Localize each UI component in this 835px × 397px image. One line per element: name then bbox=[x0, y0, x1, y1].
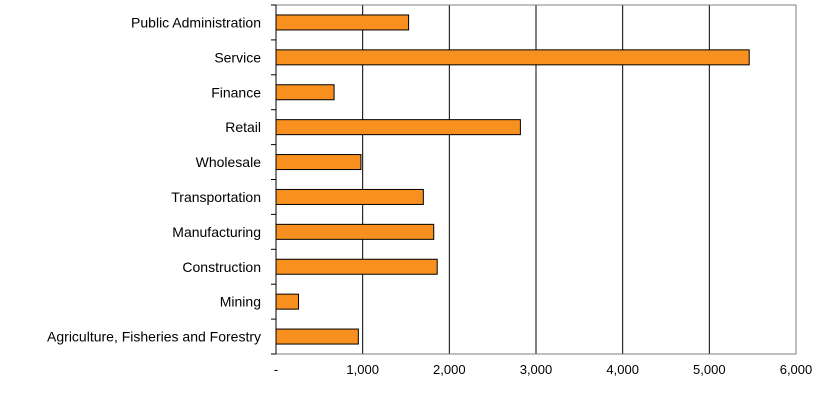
x-tick-label: 3,000 bbox=[520, 362, 553, 377]
category-label: Construction bbox=[182, 259, 261, 275]
bar bbox=[275, 84, 335, 101]
bar bbox=[275, 119, 521, 136]
category-label: Public Administration bbox=[131, 14, 261, 30]
x-axis-tick-labels: - 1,000 2,000 3,000 4,000 5,000 6,000 bbox=[274, 362, 812, 377]
category-label: Manufacturing bbox=[172, 224, 261, 240]
bar bbox=[275, 328, 359, 345]
bar bbox=[275, 154, 362, 171]
x-tick-label: 5,000 bbox=[693, 362, 726, 377]
category-label: Mining bbox=[220, 294, 261, 310]
category-label: Agriculture, Fisheries and Forestry bbox=[47, 329, 261, 345]
y-axis-ticks bbox=[271, 4, 276, 355]
x-tick-label: 4,000 bbox=[606, 362, 639, 377]
category-label: Wholesale bbox=[196, 154, 262, 170]
x-tick-label: - bbox=[274, 362, 278, 377]
bars bbox=[275, 14, 750, 345]
category-labels: Public Administration Service Finance Retai… bbox=[47, 14, 261, 344]
bar bbox=[275, 14, 410, 31]
bar bbox=[275, 49, 750, 66]
x-tick-label: 2,000 bbox=[433, 362, 466, 377]
bar bbox=[275, 223, 435, 240]
x-tick-label: 1,000 bbox=[346, 362, 379, 377]
category-label: Service bbox=[214, 49, 261, 65]
bar bbox=[275, 258, 438, 275]
category-label: Finance bbox=[211, 84, 261, 100]
category-label: Transportation bbox=[171, 189, 261, 205]
category-label: Retail bbox=[225, 119, 261, 135]
x-tick-label: 6,000 bbox=[780, 362, 813, 377]
bar bbox=[275, 188, 424, 205]
bar bbox=[275, 293, 300, 310]
